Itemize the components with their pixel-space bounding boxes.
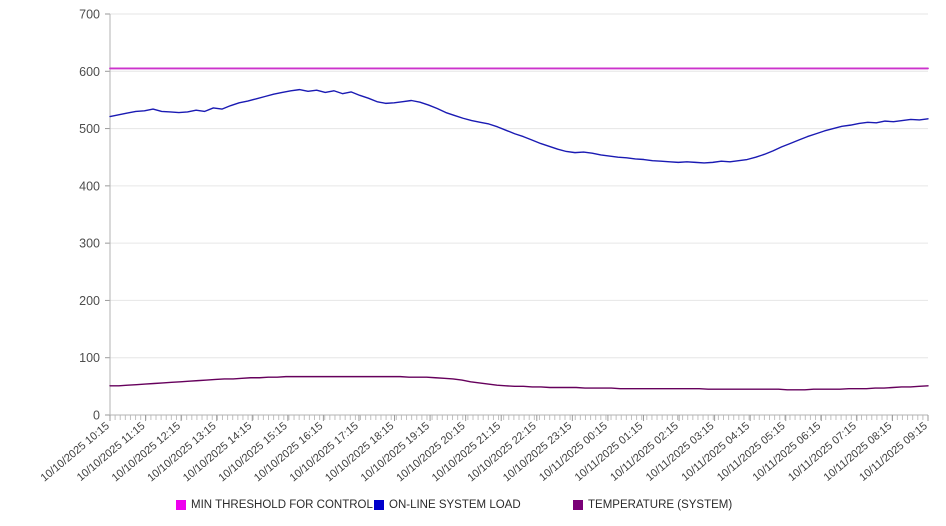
- legend-label: MIN THRESHOLD FOR CONTROL: [191, 499, 373, 511]
- legend-label: ON-LINE SYSTEM LOAD: [389, 499, 521, 511]
- y-gridlines: [110, 13, 928, 359]
- y-tick-label: 0: [93, 409, 100, 423]
- legend-swatch: [374, 500, 384, 510]
- y-tick-label: 100: [79, 351, 100, 365]
- x-axis-minor-ticks: [109, 415, 929, 420]
- legend-swatch: [573, 500, 583, 510]
- y-tick-label: 400: [79, 179, 100, 193]
- y-tick-label: 700: [79, 8, 100, 22]
- chart-legend: MIN THRESHOLD FOR CONTROL ON-LINE SYSTEM …: [176, 499, 732, 511]
- legend-swatch: [176, 500, 186, 510]
- series-line-1: [109, 88, 929, 164]
- y-tick-label: 600: [79, 65, 100, 79]
- y-axis-ticks: 0 100 200 300 400 500 600 700: [79, 8, 110, 423]
- y-tick-label: 300: [79, 237, 100, 251]
- series-line-2: [109, 375, 929, 391]
- legend-label: TEMPERATURE (SYSTEM): [588, 499, 732, 511]
- y-tick-label: 500: [79, 122, 100, 136]
- y-tick-label: 200: [79, 294, 100, 308]
- series-lines: [109, 67, 929, 391]
